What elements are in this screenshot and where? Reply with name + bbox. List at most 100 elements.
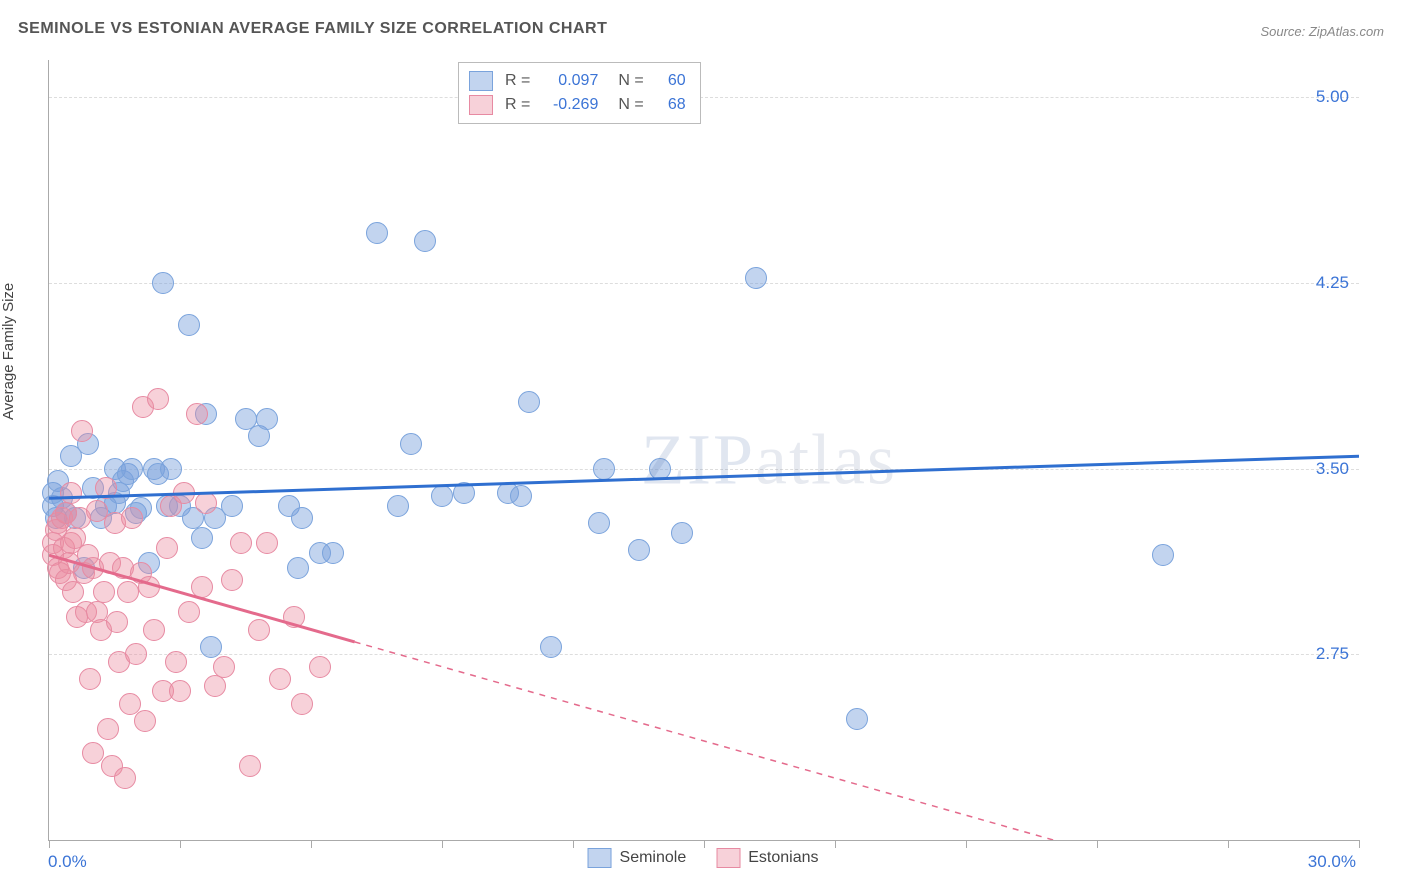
x-tick — [966, 840, 967, 848]
data-point — [165, 651, 187, 673]
data-point — [593, 458, 615, 480]
x-axis-max-label: 30.0% — [1308, 852, 1356, 872]
data-point — [221, 495, 243, 517]
data-point — [143, 619, 165, 641]
scatter-plot: ZIPatlas 2.75 3.50 4.25 5.00 — [48, 60, 1359, 841]
data-point — [134, 710, 156, 732]
data-point — [745, 267, 767, 289]
x-tick — [180, 840, 181, 848]
x-tick — [1359, 840, 1360, 848]
y-tick-label: 4.25 — [1316, 273, 1349, 293]
watermark: ZIPatlas — [641, 419, 897, 502]
data-point — [147, 388, 169, 410]
x-tick — [311, 840, 312, 848]
legend-r-label: R = — [505, 93, 530, 117]
legend-swatch — [588, 848, 612, 868]
y-tick-label: 2.75 — [1316, 644, 1349, 664]
data-point — [156, 537, 178, 559]
legend-swatch — [469, 95, 493, 115]
data-point — [60, 482, 82, 504]
data-point — [117, 581, 139, 603]
data-point — [540, 636, 562, 658]
data-point — [269, 668, 291, 690]
x-tick — [835, 840, 836, 848]
legend-r-value: -0.269 — [542, 93, 598, 117]
data-point — [106, 611, 128, 633]
legend-bottom: Seminole Estonians — [588, 848, 819, 868]
data-point — [114, 767, 136, 789]
data-point — [322, 542, 344, 564]
source-attribution: Source: ZipAtlas.com — [1260, 24, 1384, 39]
gridline — [49, 654, 1359, 655]
data-point — [414, 230, 436, 252]
legend-row: R = 0.097 N = 60 — [469, 69, 686, 93]
legend-n-value: 60 — [656, 69, 686, 93]
data-point — [200, 636, 222, 658]
data-point — [518, 391, 540, 413]
legend-n-label: N = — [618, 93, 643, 117]
data-point — [309, 656, 331, 678]
legend-top: R = 0.097 N = 60 R = -0.269 N = 68 — [458, 62, 701, 124]
data-point — [125, 643, 147, 665]
gridline — [49, 97, 1359, 98]
x-axis-min-label: 0.0% — [48, 852, 87, 872]
data-point — [431, 485, 453, 507]
data-point — [588, 512, 610, 534]
legend-row: R = -0.269 N = 68 — [469, 93, 686, 117]
data-point — [256, 532, 278, 554]
data-point — [213, 656, 235, 678]
data-point — [95, 477, 117, 499]
data-point — [71, 420, 93, 442]
data-point — [152, 272, 174, 294]
data-point — [173, 482, 195, 504]
data-point — [291, 507, 313, 529]
data-point — [138, 576, 160, 598]
legend-n-label: N = — [618, 69, 643, 93]
trend-lines — [49, 60, 1359, 840]
data-point — [291, 693, 313, 715]
data-point — [178, 601, 200, 623]
chart-title: SEMINOLE VS ESTONIAN AVERAGE FAMILY SIZE… — [18, 20, 607, 38]
data-point — [366, 222, 388, 244]
data-point — [82, 742, 104, 764]
data-point — [121, 507, 143, 529]
data-point — [256, 408, 278, 430]
data-point — [191, 527, 213, 549]
x-tick — [442, 840, 443, 848]
y-tick-label: 5.00 — [1316, 87, 1349, 107]
data-point — [671, 522, 693, 544]
data-point — [387, 495, 409, 517]
legend-r-value: 0.097 — [542, 69, 598, 93]
legend-item: Seminole — [588, 848, 687, 868]
data-point — [283, 606, 305, 628]
legend-label: Seminole — [620, 849, 687, 867]
data-point — [169, 680, 191, 702]
data-point — [1152, 544, 1174, 566]
gridline — [49, 469, 1359, 470]
x-tick — [573, 840, 574, 848]
legend-n-value: 68 — [656, 93, 686, 117]
x-tick — [49, 840, 50, 848]
data-point — [186, 403, 208, 425]
data-point — [191, 576, 213, 598]
data-point — [239, 755, 261, 777]
data-point — [204, 675, 226, 697]
x-tick — [704, 840, 705, 848]
data-point — [287, 557, 309, 579]
legend-r-label: R = — [505, 69, 530, 93]
data-point — [195, 492, 217, 514]
legend-swatch — [716, 848, 740, 868]
data-point — [178, 314, 200, 336]
legend-item: Estonians — [716, 848, 818, 868]
y-axis-label: Average Family Size — [0, 283, 17, 420]
data-point — [248, 619, 270, 641]
data-point — [846, 708, 868, 730]
data-point — [453, 482, 475, 504]
data-point — [121, 458, 143, 480]
legend-swatch — [469, 71, 493, 91]
data-point — [400, 433, 422, 455]
data-point — [79, 668, 101, 690]
data-point — [628, 539, 650, 561]
y-tick-label: 3.50 — [1316, 459, 1349, 479]
legend-label: Estonians — [748, 849, 818, 867]
